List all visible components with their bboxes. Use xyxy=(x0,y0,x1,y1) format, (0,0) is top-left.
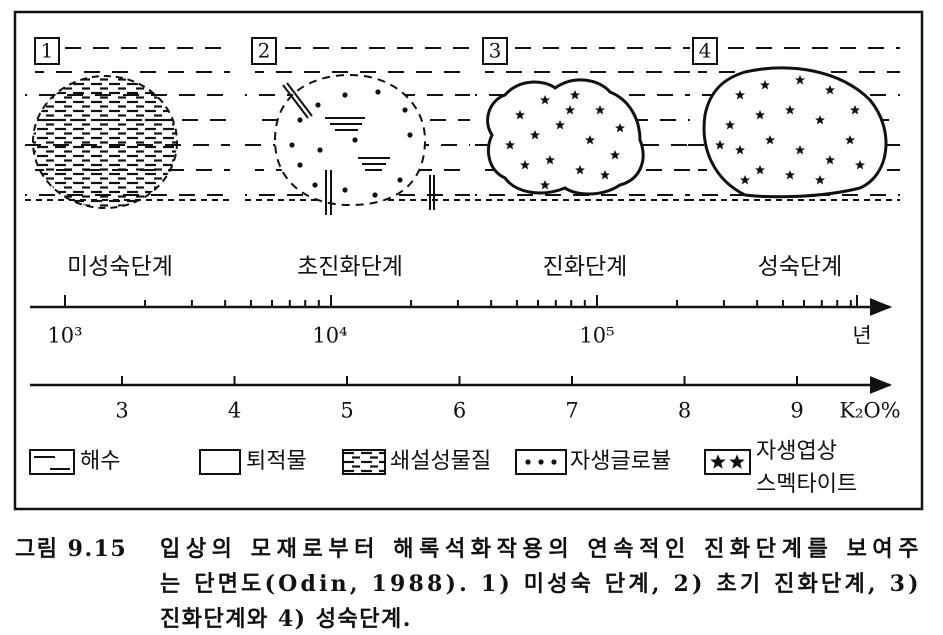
time-unit: 년 xyxy=(852,324,871,348)
panel-number-box xyxy=(692,37,718,65)
glob-dot xyxy=(289,142,295,148)
glob-dot xyxy=(317,147,323,153)
frame xyxy=(13,10,924,511)
glob-dot xyxy=(372,192,378,198)
legend-dot xyxy=(538,459,544,465)
caption-line: 입상의 모재로부터 해록석화작용의 연속적인 진화단계를 보여주 xyxy=(160,536,920,562)
k2o-label: 8 xyxy=(678,399,691,423)
legend-label: 해수 xyxy=(80,449,120,474)
legend-label: 스멕타이트 xyxy=(756,472,857,497)
glob-dot xyxy=(297,117,303,123)
panel-number: 4 xyxy=(699,39,712,63)
stage-label: 성숙단계 xyxy=(758,254,843,280)
legend-icons xyxy=(29,449,751,475)
legend-label: 퇴적물 xyxy=(246,449,307,474)
panel-number: 1 xyxy=(41,39,54,63)
time-label: 10⁴ xyxy=(312,324,347,348)
glob-dot xyxy=(352,137,358,143)
grain-nascent xyxy=(273,73,427,207)
glob-dot xyxy=(312,182,318,188)
glob-dot xyxy=(375,89,381,95)
glob-dot xyxy=(315,102,321,108)
legend-label: 자생엽상 xyxy=(756,439,837,464)
time-label: 10⁵ xyxy=(579,324,614,348)
glob-dot xyxy=(342,187,348,193)
legend-dot xyxy=(525,459,531,465)
glob-dot xyxy=(407,132,413,138)
caption-line: 는 단면도(Odin, 1988). 1) 미성숙 단계, 2) 초기 진화단계… xyxy=(160,571,920,597)
panel-number: 2 xyxy=(258,39,271,63)
k2o-label: 9 xyxy=(790,399,803,423)
caption-line: 진화단계와 4) 성숙단계. xyxy=(160,606,412,632)
legend-label: 자생글로뷸 xyxy=(570,449,671,474)
caption-label: 그림 9.15 xyxy=(15,536,127,562)
legend-label: 쇄설성물질 xyxy=(390,449,491,474)
glob-dot xyxy=(297,162,303,168)
grain-immature xyxy=(32,75,178,209)
grain-marks xyxy=(289,75,865,198)
panel-number-box xyxy=(482,37,508,65)
grain-mature xyxy=(702,66,888,199)
panel-number-box xyxy=(34,37,60,65)
panel-number: 3 xyxy=(489,39,502,63)
k2o-label: 3 xyxy=(115,399,128,423)
grain-evolved xyxy=(486,78,645,196)
k2o-unit: K₂O% xyxy=(839,399,900,423)
glob-dot xyxy=(397,177,403,183)
glob-dot xyxy=(342,92,348,98)
k2o-label: 5 xyxy=(340,399,353,423)
stage-label: 초진화단계 xyxy=(297,254,403,280)
grain-nascent-detail xyxy=(282,82,435,215)
stage-label: 미성숙단계 xyxy=(67,254,173,280)
legend-dot xyxy=(551,459,557,465)
k2o-label: 7 xyxy=(565,399,578,423)
panel-number-box xyxy=(251,37,277,65)
glob-dot xyxy=(402,107,408,113)
k2o-label: 6 xyxy=(453,399,466,423)
k2o-label: 4 xyxy=(228,399,241,423)
stage-label: 진화단계 xyxy=(543,254,628,280)
time-label: 10³ xyxy=(47,324,82,348)
